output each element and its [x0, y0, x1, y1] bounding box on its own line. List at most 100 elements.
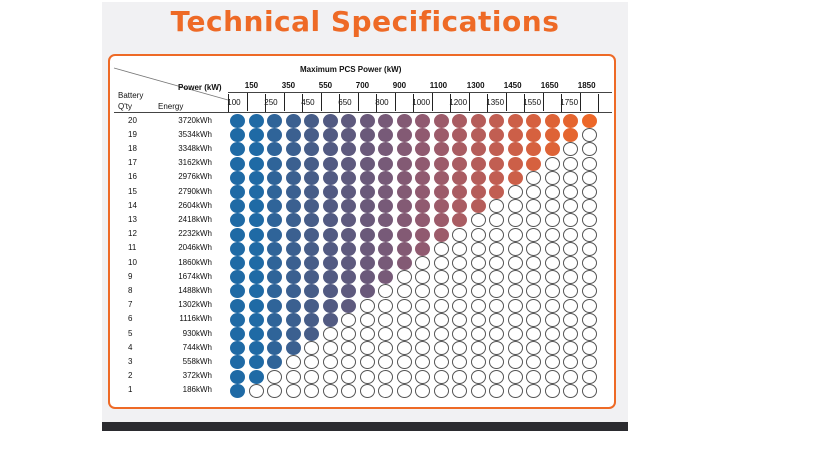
power-tick-bottom: 100	[227, 98, 241, 107]
battery-qty: 8	[128, 285, 133, 295]
battery-qty: 4	[128, 342, 133, 352]
power-column-divider	[246, 93, 248, 111]
config-dot-supported	[230, 369, 245, 384]
config-dot-empty	[563, 213, 578, 228]
config-dot-supported	[452, 213, 467, 228]
battery-energy: 558kWh	[182, 356, 212, 366]
config-dot-empty	[470, 355, 486, 370]
power-tick-top: 1300	[466, 81, 485, 90]
config-dot-empty	[304, 341, 319, 356]
power-tick-top: 1450	[503, 81, 522, 90]
config-dot-supported	[267, 142, 282, 157]
config-dot-empty	[544, 199, 560, 214]
config-dot-empty	[433, 312, 449, 327]
power-tick-bottom: 1550	[523, 98, 542, 107]
config-dot-empty	[507, 284, 523, 299]
config-dot-empty	[563, 170, 578, 185]
config-dot-supported	[581, 114, 597, 128]
config-dot-empty	[378, 284, 393, 299]
power-column-divider	[265, 94, 266, 112]
config-dot-supported	[415, 185, 430, 199]
config-dot-empty	[581, 355, 597, 370]
config-dot-empty	[544, 327, 560, 341]
config-dot-empty	[507, 270, 523, 285]
config-dot-supported	[304, 213, 319, 228]
config-dot-empty	[415, 312, 430, 327]
config-dot-empty	[452, 256, 467, 270]
config-dot-empty	[322, 369, 338, 384]
config-dot-empty	[433, 327, 449, 341]
config-dot-empty	[489, 256, 504, 270]
config-dot-supported	[489, 142, 504, 157]
config-dot-empty	[526, 213, 541, 228]
config-dot-supported	[433, 142, 449, 157]
power-column-divider	[283, 93, 285, 111]
config-dot-empty	[526, 270, 541, 285]
config-dot-supported	[248, 312, 264, 327]
config-dot-empty	[526, 241, 541, 256]
config-dot-empty	[563, 341, 578, 356]
config-dot-empty	[285, 355, 301, 370]
config-dot-supported	[304, 256, 319, 270]
config-dot-empty	[489, 341, 504, 356]
config-dot-supported	[396, 199, 412, 214]
config-dot-supported	[452, 156, 467, 171]
config-dot-empty	[581, 341, 597, 356]
config-dot-supported	[433, 128, 449, 143]
config-dot-empty	[359, 369, 375, 384]
config-dot-empty	[396, 312, 412, 327]
config-dot-supported	[378, 270, 393, 285]
config-dot-empty	[470, 298, 486, 313]
battery-energy: 744kWh	[182, 342, 212, 352]
config-dot-supported	[267, 327, 282, 341]
config-dot-supported	[322, 270, 338, 285]
config-dot-supported	[359, 199, 375, 214]
config-dot-supported	[359, 256, 375, 270]
config-dot-empty	[433, 284, 449, 299]
config-dot-supported	[322, 227, 338, 242]
config-dot-supported	[248, 284, 264, 299]
battery-qty: 2	[128, 371, 133, 381]
config-dot-empty	[544, 227, 560, 242]
config-dot-empty	[526, 383, 541, 398]
power-column-divider	[579, 93, 581, 111]
config-dot-supported	[378, 156, 393, 171]
config-dot-empty	[507, 355, 523, 370]
battery-energy: 186kWh	[182, 385, 212, 395]
config-dot-empty	[470, 383, 486, 398]
config-dot-empty	[378, 369, 393, 384]
config-dot-empty	[341, 327, 356, 341]
config-dot-supported	[359, 114, 375, 128]
config-dot-supported	[526, 114, 541, 128]
power-column-divider	[561, 94, 562, 112]
config-dot-supported	[359, 270, 375, 285]
config-dot-empty	[433, 355, 449, 370]
config-dot-empty	[452, 298, 467, 313]
config-dot-supported	[507, 156, 523, 171]
config-dot-supported	[341, 128, 356, 143]
battery-qty: 6	[128, 314, 133, 324]
config-dot-empty	[359, 298, 375, 313]
config-dot-supported	[304, 312, 319, 327]
power-tick-top: 1100	[429, 81, 448, 90]
config-dot-empty	[452, 241, 467, 256]
config-dot-supported	[526, 128, 541, 143]
config-dot-empty	[396, 369, 412, 384]
config-dot-supported	[248, 298, 264, 313]
config-dot-supported	[359, 241, 375, 256]
config-dot-supported	[415, 170, 430, 185]
config-dot-supported	[322, 128, 338, 143]
config-dot-empty	[285, 369, 301, 384]
config-dot-supported	[470, 170, 486, 185]
config-dot-empty	[433, 256, 449, 270]
config-dot-empty	[507, 312, 523, 327]
config-dot-supported	[285, 270, 301, 285]
config-dot-supported	[470, 128, 486, 143]
config-dot-supported	[230, 241, 245, 256]
power-column-divider	[505, 93, 507, 111]
page-title: Technical Specifications	[170, 5, 560, 38]
config-dot-empty	[433, 298, 449, 313]
config-dot-empty	[526, 369, 541, 384]
config-dot-empty	[415, 327, 430, 341]
config-dot-supported	[341, 142, 356, 157]
